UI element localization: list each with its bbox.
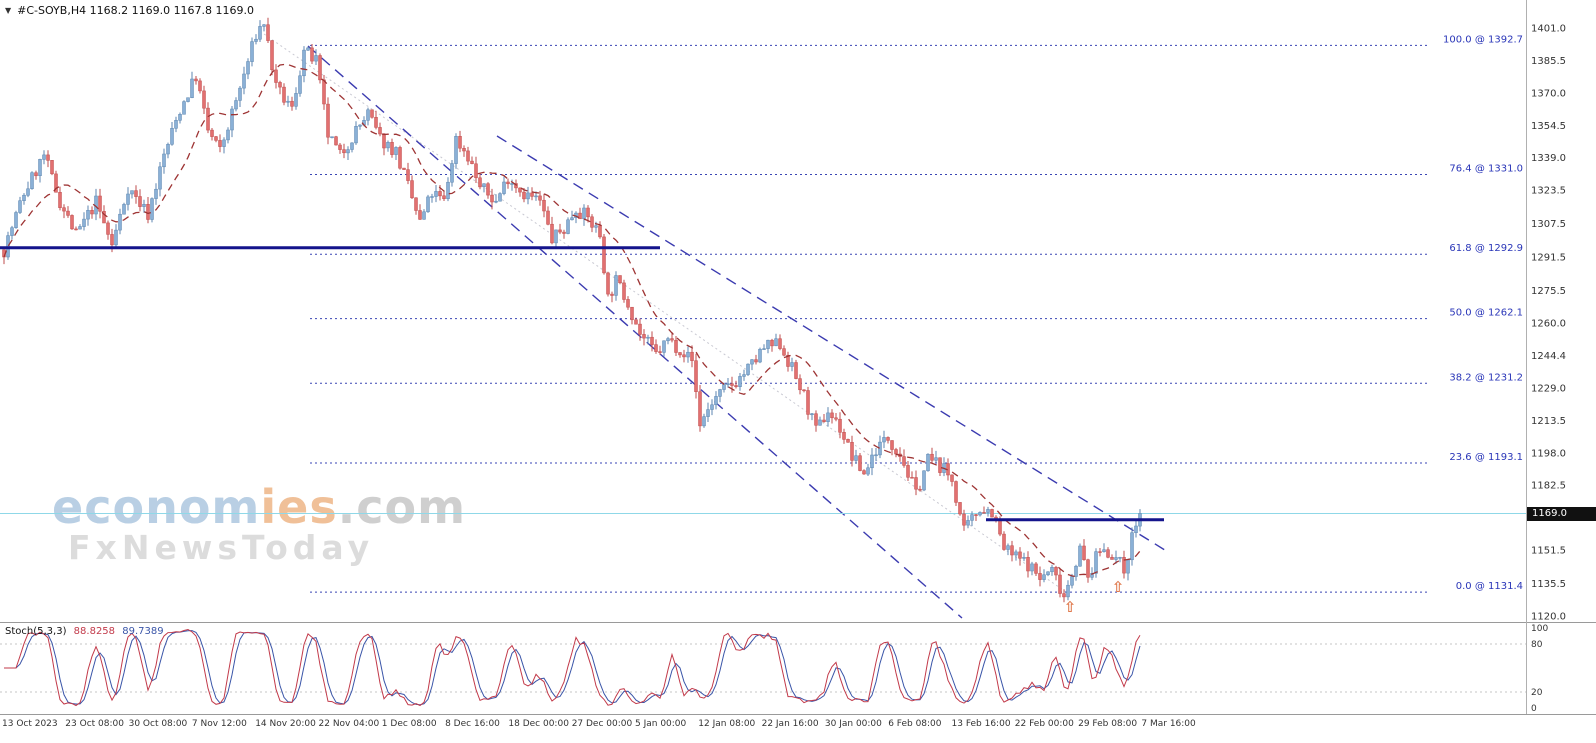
date-label: 13 Oct 2023 [2,719,58,729]
stoch-scale-label: 100 [1531,624,1548,634]
date-label: 1 Dec 08:00 [382,719,437,729]
stoch-axis: 100 80 20 0 [1531,624,1548,714]
stoch-main-line [4,628,1141,707]
date-label: 18 Dec 00:00 [508,719,569,729]
stoch-scale-label: 0 [1531,704,1537,714]
watermark-part3: .com [337,480,466,534]
stoch-signal-value: 89.7389 [122,626,164,637]
stoch-name: Stoch(5,3,3) [5,626,67,637]
channel-line [496,135,1169,553]
date-label: 29 Feb 08:00 [1078,719,1137,729]
price-tick-label: 1198.0 [1531,448,1566,459]
watermark-line2: FxNewsToday [68,527,375,567]
candlestick-series [2,17,1142,603]
stoch-scale-label: 20 [1531,688,1543,698]
price-tick-label: 1275.5 [1531,286,1566,297]
price-tick-label: 1120.0 [1531,612,1566,623]
fib-label: 61.8 @ 1292.9 [1449,243,1523,254]
date-label: 23 Oct 08:00 [65,719,124,729]
price-tick-label: 1135.5 [1531,579,1566,590]
price-tick-label: 1182.5 [1531,481,1566,492]
price-tick-label: 1370.0 [1531,88,1566,99]
symbol-bar: ▼ #C-SOYB,H4 1168.2 1169.0 1167.8 1169.0 [5,4,254,17]
price-tick-label: 1260.0 [1531,319,1566,330]
date-label: 12 Jan 08:00 [698,719,755,729]
fib-label: 23.6 @ 1193.1 [1449,452,1523,463]
price-tick-label: 1151.5 [1531,546,1566,557]
fib-label: 76.4 @ 1331.0 [1449,163,1523,174]
price-tick-label: 1291.5 [1531,253,1566,264]
stoch-main-value: 88.8258 [73,626,116,637]
price-axis: 1401.0 1385.5 1370.0 1354.5 1339.0 1323.5 1307… [1531,24,1566,623]
fib-label: 38.2 @ 1231.2 [1449,372,1523,383]
price-tick-label: 1213.5 [1531,416,1566,427]
fib-baseline [263,33,1067,593]
watermark-logo: economies.com [52,484,466,531]
fibonacci-levels: 100.0 @ 1392.7 76.4 @ 1331.0 61.8 @ 1292.9… [310,34,1523,593]
date-label: 22 Nov 04:00 [319,719,380,729]
price-tick-label: 1339.0 [1531,153,1566,164]
price-tick-label: 1229.0 [1531,383,1566,394]
price-tick-label: 1244.4 [1531,351,1566,362]
date-label: 14 Nov 20:00 [255,719,316,729]
date-label: 7 Mar 16:00 [1141,719,1196,729]
date-label: 6 Feb 08:00 [888,719,942,729]
watermark-part1: econom [52,480,261,534]
up-arrow-icon: ⇧ [1112,578,1125,596]
price-tick-label: 1354.5 [1531,121,1566,132]
watermark-part2: ies [260,480,338,534]
price-tick-label: 1385.5 [1531,56,1566,67]
date-label: 8 Dec 16:00 [445,719,500,729]
date-label: 13 Feb 16:00 [952,719,1011,729]
date-label: 27 Dec 00:00 [572,719,633,729]
fib-label: 0.0 @ 1131.4 [1456,581,1523,592]
fib-label: 50.0 @ 1262.1 [1449,308,1523,319]
stoch-scale-label: 80 [1531,640,1543,650]
price-tick-label: 1401.0 [1531,24,1566,35]
price-tick-label: 1323.5 [1531,186,1566,197]
symbol-quote-line: #C-SOYB,H4 1168.2 1169.0 1167.8 1169.0 [17,4,255,17]
stoch-indicator-label: Stoch(5,3,3) 88.8258 89.7389 [5,626,164,637]
up-arrow-icon: ⇧ [1064,598,1077,616]
symbol-dropdown-icon[interactable]: ▼ [5,6,12,15]
current-price-tag: 1169.0 [1527,507,1596,521]
date-label: 22 Jan 16:00 [762,719,819,729]
time-axis: 13 Oct 2023 23 Oct 08:00 30 Oct 08:00 7 Nov… [2,719,1196,729]
date-label: 5 Jan 00:00 [635,719,687,729]
moving-average-line [3,63,1141,578]
stoch-signal-line [4,630,1141,706]
support-lines [0,246,1164,522]
date-label: 30 Oct 08:00 [129,719,188,729]
channel-line [307,45,963,619]
trend-channel [307,45,1169,619]
date-label: 7 Nov 12:00 [192,719,247,729]
watermark: economies.com FxNewsToday [52,484,466,565]
date-label: 30 Jan 00:00 [825,719,882,729]
fib-label: 100.0 @ 1392.7 [1443,34,1523,45]
date-label: 22 Feb 00:00 [1015,719,1074,729]
price-tick-label: 1307.5 [1531,219,1566,230]
